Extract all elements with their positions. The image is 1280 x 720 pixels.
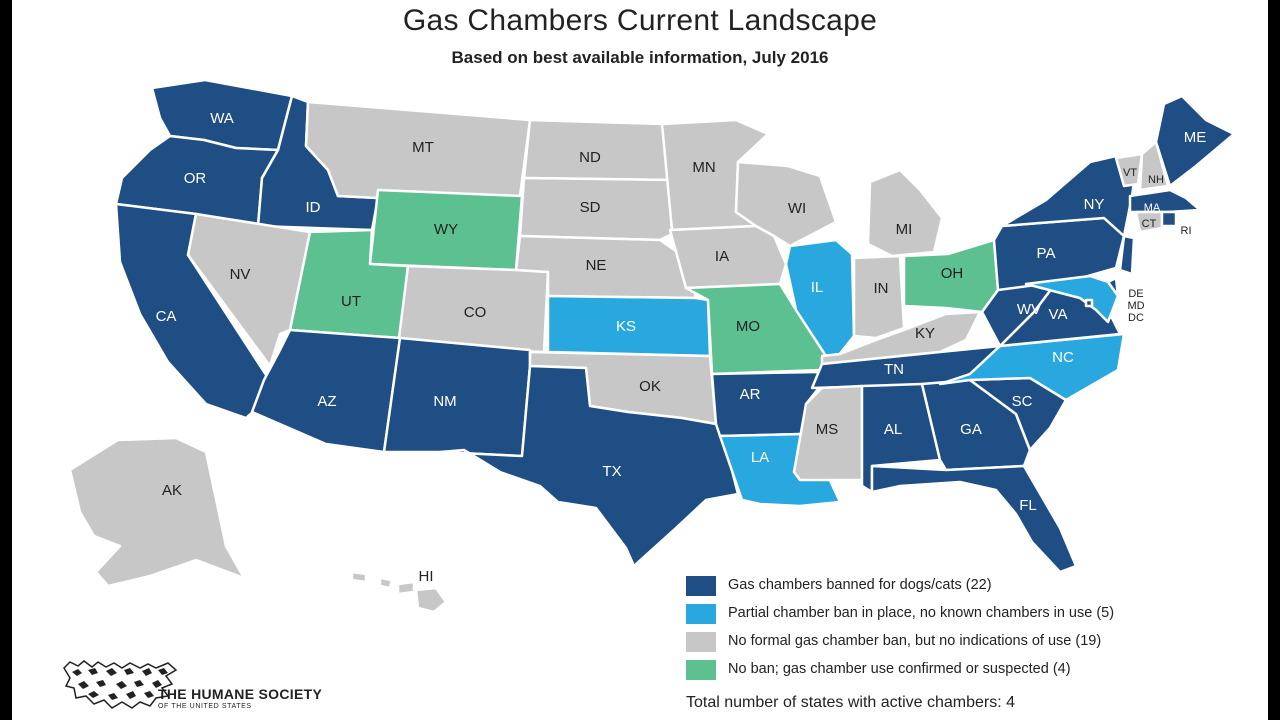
state-label-ia: IA — [715, 248, 729, 265]
state-fl — [870, 464, 1078, 574]
state-label-nd: ND — [579, 149, 601, 166]
state-label-mi: MI — [896, 221, 913, 238]
state-label-fl: FL — [1019, 497, 1037, 514]
state-label-ar: AR — [740, 386, 761, 403]
legend-swatch-partial — [686, 604, 716, 624]
state-label-nc: NC — [1052, 349, 1074, 366]
map-title: Gas Chambers Current Landscape — [402, 4, 878, 37]
state-ak — [68, 436, 246, 588]
state-label-la: LA — [751, 449, 769, 466]
humane-society-logo-icon — [63, 660, 178, 709]
state-label-nh: NH — [1148, 174, 1164, 186]
state-label-nj: NJ — [1137, 257, 1155, 274]
state-ma — [1128, 188, 1202, 214]
legend-label-confirmed: No ban; gas chamber use confirmed or sus… — [728, 661, 1071, 677]
state-label-md: MD — [1127, 300, 1144, 312]
state-label-ut: UT — [341, 293, 361, 310]
state-label-ga: GA — [960, 421, 982, 438]
state-nm — [382, 336, 532, 458]
state-label-mo: MO — [736, 318, 760, 335]
state-label-me: ME — [1184, 129, 1207, 146]
state-label-mn: MN — [692, 159, 715, 176]
map-canvas: WA OR CA ID NV MT WY UT CO AZ NM ND SD NE KS OK TX MN IA MO… — [12, 0, 1268, 720]
state-label-vt: VT — [1123, 167, 1137, 179]
state-co — [396, 264, 550, 354]
organization-subname: OF THE UNITED STATES — [158, 703, 252, 710]
state-label-ak: AK — [162, 482, 182, 499]
state-label-ms: MS — [816, 421, 839, 438]
state-dc — [1084, 298, 1094, 308]
organization-name: THE HUMANE SOCIETY — [158, 686, 323, 702]
state-label-tx: TX — [602, 463, 621, 480]
state-label-co: CO — [464, 304, 487, 321]
state-label-dc: DC — [1128, 312, 1144, 324]
state-nj — [1118, 234, 1136, 276]
legend-swatch-banned — [686, 576, 716, 596]
state-in — [852, 254, 906, 340]
state-label-pa: PA — [1037, 245, 1056, 262]
state-label-id: ID — [306, 199, 321, 216]
state-label-ma: MA — [1144, 202, 1161, 214]
total-active-chambers: Total number of states with active chamb… — [686, 694, 1016, 711]
state-ct — [1134, 210, 1164, 234]
state-label-ky: KY — [915, 325, 935, 342]
state-label-nv: NV — [230, 266, 251, 283]
state-label-ri: RI — [1181, 225, 1192, 237]
state-hi — [350, 570, 448, 614]
state-label-in: IN — [874, 280, 889, 297]
state-label-hi: HI — [419, 568, 434, 585]
state-tx — [438, 364, 740, 568]
state-nc — [938, 332, 1126, 402]
state-label-wa: WA — [210, 110, 234, 127]
state-label-al: AL — [884, 421, 902, 438]
us-map: WA OR CA ID NV MT WY UT CO AZ NM ND SD NE KS OK TX MN IA MO… — [68, 78, 1236, 614]
state-label-or: OR — [184, 170, 207, 187]
state-label-de: DE — [1128, 288, 1143, 300]
state-label-nm: NM — [433, 393, 456, 410]
legend-label-banned: Gas chambers banned for dogs/cats (22) — [728, 577, 992, 593]
state-me — [1154, 94, 1236, 188]
state-label-ks: KS — [616, 318, 636, 335]
legend-swatch-no-ban-no-use — [686, 632, 716, 652]
state-label-ok: OK — [639, 378, 661, 395]
state-label-oh: OH — [941, 265, 964, 282]
state-nh — [1138, 140, 1170, 192]
legend-label-no-ban-no-use: No formal gas chamber ban, but no indica… — [728, 633, 1102, 649]
state-label-wi: WI — [788, 200, 806, 217]
state-label-tn: TN — [884, 361, 904, 378]
state-label-ca: CA — [156, 308, 177, 325]
state-label-ct: CT — [1142, 218, 1157, 230]
state-sd — [518, 176, 674, 242]
state-label-wv: WV — [1017, 301, 1041, 318]
state-label-sd: SD — [580, 199, 601, 216]
legend-label-partial: Partial chamber ban in place, no known c… — [728, 605, 1115, 621]
state-label-ne: NE — [586, 257, 607, 274]
state-label-sc: SC — [1012, 393, 1033, 410]
state-label-va: VA — [1049, 306, 1068, 323]
state-label-az: AZ — [317, 393, 336, 410]
state-label-il: IL — [811, 279, 824, 296]
state-label-mt: MT — [412, 139, 434, 156]
map-subtitle: Based on best available information, Jul… — [451, 48, 829, 67]
state-label-wy: WY — [434, 221, 458, 238]
state-md — [1024, 274, 1120, 324]
state-mi — [866, 168, 944, 258]
state-vt — [1114, 152, 1144, 188]
state-ri — [1160, 210, 1178, 228]
legend-swatch-confirmed — [686, 660, 716, 680]
state-label-ny: NY — [1084, 196, 1105, 213]
